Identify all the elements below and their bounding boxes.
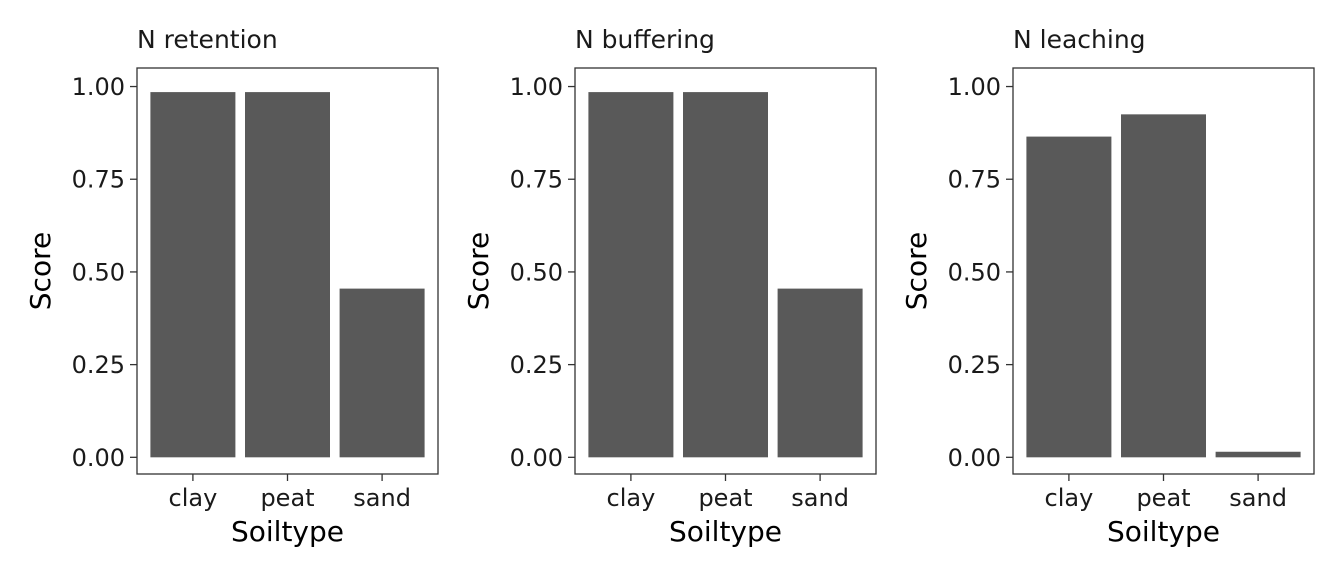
y-tick-label: 0.75: [510, 166, 563, 194]
bar-clay: [1026, 136, 1112, 458]
y-tick-label: 1.00: [510, 73, 563, 101]
panel-1: N retention 0.00 0.25 0.50 0.75 1.00 clay peat s…: [24, 25, 439, 548]
y-tick-label: 0.00: [948, 444, 1001, 472]
x-tick-label: peat: [260, 484, 314, 512]
bar-peat: [245, 92, 330, 458]
x-tick-label: peat: [1136, 484, 1190, 512]
x-tick-label: clay: [169, 484, 218, 512]
y-axis-title: Score: [24, 232, 57, 310]
y-tick-label: 0.75: [948, 166, 1001, 194]
bar-peat: [1121, 114, 1206, 458]
x-tick-label: peat: [698, 484, 752, 512]
y-tick-label: 0.75: [72, 166, 125, 194]
panel-title: N leaching: [1013, 25, 1146, 54]
y-tick-label: 0.25: [948, 351, 1001, 379]
y-tick-label: 0.50: [510, 258, 563, 286]
x-axis-title: Soiltype: [231, 515, 344, 548]
bar-clay: [150, 92, 236, 458]
y-tick-label: 0.00: [72, 444, 125, 472]
panel-3: N leaching 0.00 0.25 0.50 0.75 1.00 clay peat sa…: [900, 25, 1315, 548]
y-axis-title: Score: [900, 232, 933, 310]
bar-sand: [777, 288, 863, 458]
y-axis-title: Score: [462, 232, 495, 310]
x-tick-label: sand: [353, 484, 411, 512]
x-axis-title: Soiltype: [1107, 515, 1220, 548]
y-tick-label: 0.25: [510, 351, 563, 379]
bar-sand: [339, 288, 425, 458]
x-axis-title: Soiltype: [669, 515, 782, 548]
x-tick-label: clay: [607, 484, 656, 512]
y-tick-label: 1.00: [948, 73, 1001, 101]
panel-2: N buffering 0.00 0.25 0.50 0.75 1.00 clay peat s…: [462, 25, 877, 548]
panel-title: N retention: [137, 25, 278, 54]
bar-clay: [588, 92, 674, 458]
bar-peat: [683, 92, 768, 458]
panel-title: N buffering: [575, 25, 715, 54]
y-tick-label: 0.00: [510, 444, 563, 472]
y-tick-label: 0.50: [948, 258, 1001, 286]
y-tick-label: 0.25: [72, 351, 125, 379]
y-tick-label: 0.50: [72, 258, 125, 286]
bar-sand: [1215, 451, 1301, 458]
x-tick-label: sand: [791, 484, 849, 512]
x-tick-label: clay: [1045, 484, 1094, 512]
y-tick-label: 1.00: [72, 73, 125, 101]
x-tick-label: sand: [1229, 484, 1287, 512]
